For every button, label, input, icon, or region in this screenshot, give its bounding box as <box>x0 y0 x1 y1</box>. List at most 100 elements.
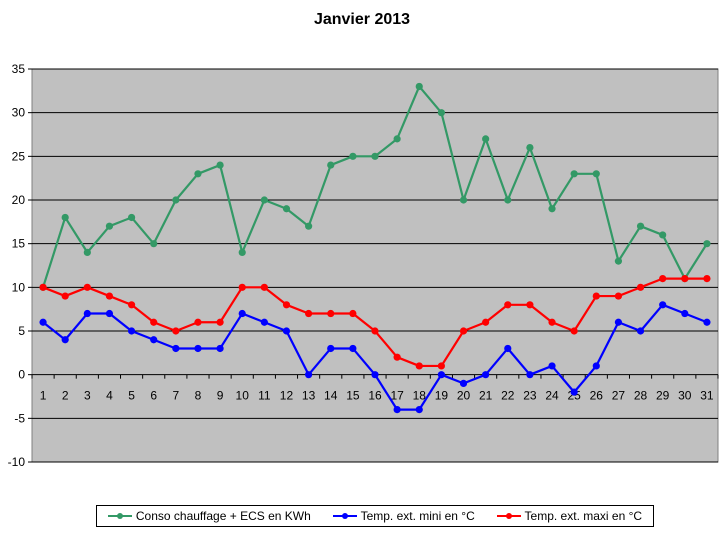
y-tick-label: -5 <box>14 411 25 425</box>
data-point <box>459 379 468 387</box>
data-point <box>216 161 224 169</box>
legend-swatch-temp-mini <box>332 513 357 519</box>
data-point <box>305 222 313 230</box>
data-point <box>216 344 224 353</box>
y-tick-label: 15 <box>12 237 26 251</box>
legend: Conso chauffage + ECS en KWh Temp. ext. … <box>96 505 654 527</box>
x-tick-label: 20 <box>457 389 471 403</box>
data-point <box>482 371 490 379</box>
x-tick-label: 4 <box>106 389 113 403</box>
data-point <box>570 170 578 178</box>
data-point <box>150 240 158 248</box>
data-point <box>504 196 512 204</box>
data-point <box>39 318 47 326</box>
data-point <box>105 309 114 318</box>
data-point <box>127 327 136 335</box>
data-point <box>437 362 445 370</box>
x-tick-label: 27 <box>612 389 626 403</box>
data-point <box>504 344 512 353</box>
x-tick-label: 21 <box>479 389 493 403</box>
data-point <box>681 309 689 318</box>
data-point <box>194 170 202 178</box>
x-tick-label: 3 <box>84 389 91 403</box>
data-point <box>548 205 556 213</box>
data-point <box>592 292 600 300</box>
data-point <box>349 344 357 353</box>
data-point <box>172 327 180 335</box>
data-point <box>61 213 69 222</box>
data-point <box>238 309 246 318</box>
data-point <box>636 222 645 230</box>
x-tick-label: 6 <box>150 389 157 403</box>
data-point <box>415 406 423 414</box>
data-point <box>703 275 711 283</box>
x-tick-label: 9 <box>217 389 224 403</box>
x-tick-label: 23 <box>523 389 537 403</box>
data-point <box>282 301 291 309</box>
data-point <box>327 309 335 318</box>
x-tick-label: 12 <box>280 389 294 403</box>
x-tick-label: 8 <box>195 389 202 403</box>
x-tick-label: 1 <box>40 389 47 403</box>
data-point <box>83 248 91 256</box>
x-tick-label: 13 <box>302 389 316 403</box>
x-tick-label: 11 <box>258 389 271 403</box>
data-point <box>238 248 246 256</box>
y-tick-label: -10 <box>8 455 26 469</box>
data-point <box>393 406 401 414</box>
series-layer <box>39 82 711 414</box>
data-point <box>305 309 313 318</box>
data-point <box>415 362 423 370</box>
x-tick-label: 14 <box>324 389 338 403</box>
x-tick-label: 18 <box>413 389 427 403</box>
data-point <box>548 362 556 370</box>
data-point <box>260 196 268 204</box>
data-point <box>349 152 357 160</box>
x-tick-label: 10 <box>236 389 250 403</box>
x-tick-label: 31 <box>700 389 714 403</box>
data-point <box>260 318 268 326</box>
x-tick-label: 29 <box>656 389 670 403</box>
legend-label-conso: Conso chauffage + ECS en KWh <box>135 509 311 523</box>
x-tick-label: 17 <box>390 389 404 403</box>
data-point <box>570 327 578 335</box>
y-axis: 35 30 25 20 15 10 5 0 -5 -10 <box>8 62 32 469</box>
data-point <box>659 231 667 239</box>
data-point <box>305 371 313 379</box>
data-point <box>260 283 268 291</box>
legend-swatch-conso <box>107 513 132 519</box>
y-tick-label: 10 <box>12 280 26 294</box>
legend-swatch-temp-maxi <box>496 513 521 519</box>
data-point <box>393 353 401 361</box>
legend-label-temp-maxi: Temp. ext. maxi en °C <box>524 509 643 523</box>
x-tick-label: 7 <box>172 389 179 403</box>
gridlines <box>32 68 718 463</box>
data-point <box>371 327 379 335</box>
data-point <box>437 371 445 379</box>
data-point <box>659 301 667 309</box>
data-point <box>83 309 91 318</box>
legend-item-conso: Conso chauffage + ECS en KWh <box>107 509 311 523</box>
x-tick-label: 30 <box>678 389 692 403</box>
data-point <box>703 318 711 326</box>
x-tick-label: 24 <box>545 389 559 403</box>
data-point <box>238 283 246 291</box>
data-point <box>592 170 600 178</box>
y-tick-label: 25 <box>12 149 26 163</box>
data-point <box>703 240 711 248</box>
data-point <box>194 318 202 326</box>
y-tick-label: 5 <box>18 324 25 338</box>
data-point <box>150 318 158 326</box>
data-point <box>105 292 114 300</box>
data-point <box>614 318 623 326</box>
data-point <box>39 283 47 291</box>
data-point <box>482 135 490 143</box>
data-point <box>415 82 423 91</box>
data-point <box>371 371 379 379</box>
data-point <box>614 257 623 265</box>
x-tick-label: 16 <box>368 389 382 403</box>
x-tick-label: 26 <box>590 389 604 403</box>
data-point <box>349 309 357 318</box>
data-point <box>105 222 114 230</box>
x-tick-label: 15 <box>346 389 360 403</box>
